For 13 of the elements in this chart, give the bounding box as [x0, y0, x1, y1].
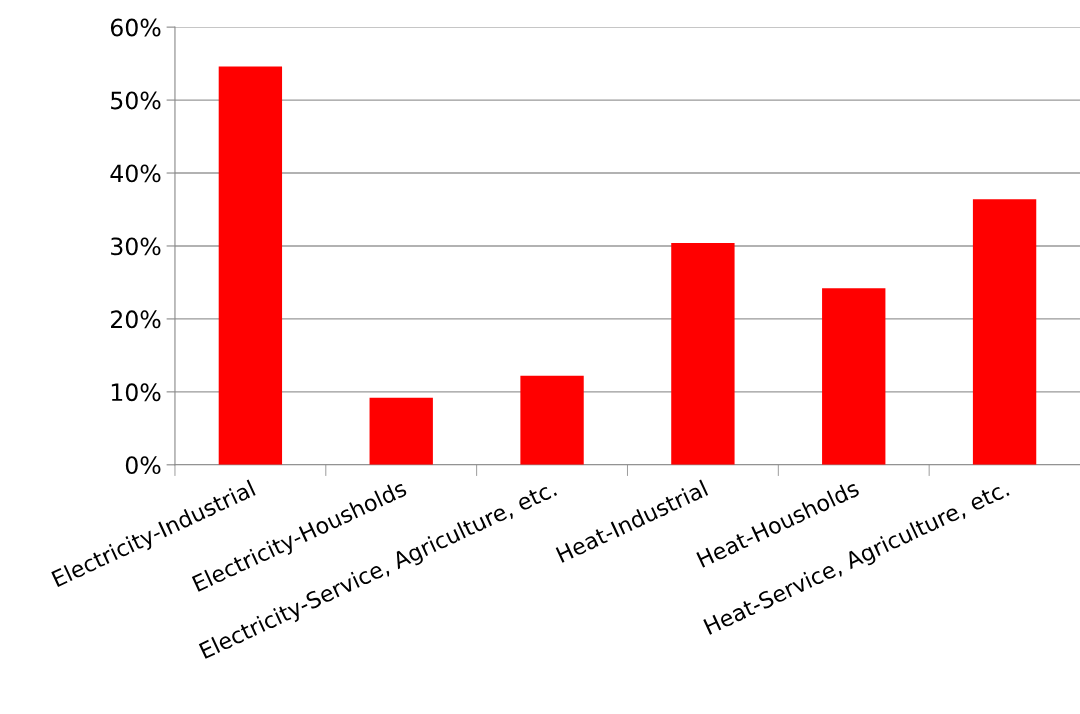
bar: [972, 199, 1037, 465]
y-tick-label: 40%: [110, 164, 161, 183]
bar: [369, 397, 433, 465]
bar: [822, 288, 886, 465]
bar: [671, 243, 735, 465]
bar: [520, 375, 584, 465]
y-tick-label: 50%: [111, 91, 161, 110]
bar: [218, 66, 283, 465]
y-tick-label: 0%: [125, 456, 161, 475]
y-tick-label: 10%: [111, 383, 161, 402]
y-tick-label: 20%: [111, 310, 161, 329]
y-tick-label: 60%: [110, 18, 161, 37]
y-tick-label: 30%: [111, 237, 161, 256]
